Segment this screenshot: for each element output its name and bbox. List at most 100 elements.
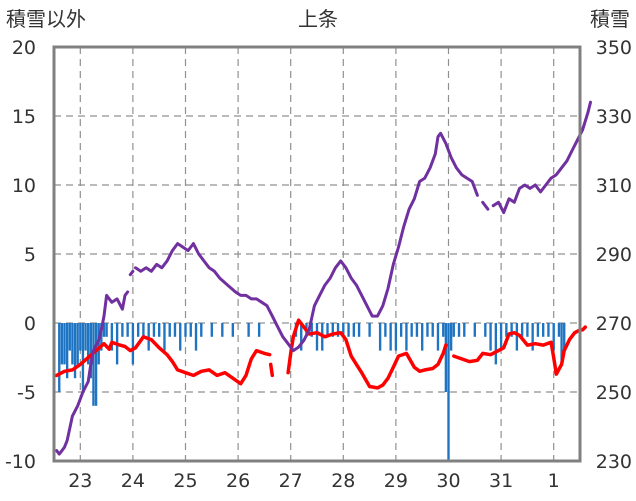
precip-bar (499, 323, 503, 351)
right-tick-label: 290 (596, 244, 632, 266)
snow-depth-line (55, 290, 130, 456)
precip-bar (531, 323, 534, 351)
snow-depth-line (128, 269, 135, 277)
x-tick-label: 1 (548, 470, 560, 492)
x-tick-label: 24 (121, 470, 145, 492)
precip-bar (71, 323, 74, 365)
precip-bar (58, 323, 61, 392)
x-tick-label: 27 (279, 470, 303, 492)
precip-bar (560, 323, 563, 365)
left-tick-label: -5 (17, 382, 36, 404)
precip-bar (473, 323, 476, 337)
precip-bar (152, 323, 156, 337)
precip-bar (489, 323, 492, 351)
precip-bar (449, 323, 453, 351)
precip-bar (131, 323, 135, 365)
x-tick-label: 26 (226, 470, 250, 492)
precip-bar (163, 323, 166, 351)
precip-bar (179, 323, 182, 351)
precip-bar (505, 323, 508, 337)
precip-bar (547, 323, 550, 337)
x-tick-label: 28 (331, 470, 355, 492)
x-tick-label: 30 (436, 470, 460, 492)
snow-depth-line (491, 100, 592, 215)
precip-bar (173, 323, 177, 337)
precip-bar (342, 323, 345, 337)
left-axis-ticks: 20 15 10 5 0 -5 -10 (5, 37, 36, 473)
precip-bar (247, 323, 250, 337)
precip-bar (384, 323, 387, 337)
precip-bar (463, 323, 466, 337)
precip-bar (421, 323, 424, 351)
precip-bar (452, 323, 455, 337)
snow-depth-line (134, 131, 479, 353)
precip-bar (331, 323, 334, 337)
temperature-series (54, 318, 588, 390)
precip-bar (79, 323, 82, 351)
precip-bar (194, 323, 198, 351)
snow-depth-line (481, 200, 490, 211)
precip-bar (87, 323, 90, 365)
temperature-line (286, 318, 448, 390)
precip-bar (526, 323, 529, 337)
right-axis-label: 積雪 (590, 7, 630, 31)
precip-bar (394, 323, 398, 351)
precip-bar (484, 323, 487, 337)
precip-bar (147, 323, 150, 351)
precip-bar (563, 323, 566, 351)
right-tick-label: 330 (596, 106, 632, 128)
precip-bar (73, 323, 77, 379)
precip-bar (84, 323, 87, 351)
left-tick-label: 10 (12, 175, 36, 197)
precip-bar (447, 323, 450, 461)
precip-bar (142, 323, 145, 337)
right-tick-label: 250 (596, 382, 632, 404)
precip-bar (110, 323, 114, 351)
precip-bar (97, 323, 100, 365)
precip-bar (326, 323, 329, 337)
precip-bar (541, 323, 545, 337)
precip-bar (315, 323, 319, 351)
precip-bar (436, 323, 440, 351)
right-tick-label: 270 (596, 313, 632, 335)
precip-bar (94, 323, 98, 406)
precip-bar (515, 323, 519, 351)
precip-bar (410, 323, 413, 337)
left-axis-label: 積雪以外 (6, 7, 86, 31)
precip-bar (168, 323, 171, 337)
temperature-line (268, 362, 275, 378)
precip-bar (92, 323, 95, 406)
x-axis-ticks: 23 24 25 26 27 28 29 30 31 1 (68, 470, 560, 492)
precip-bar (76, 323, 79, 365)
precip-bar (65, 323, 69, 379)
precip-bar (136, 323, 140, 337)
precip-bar (126, 323, 129, 337)
left-tick-label: 0 (24, 313, 36, 335)
precip-bar (442, 323, 445, 337)
x-tick-label: 31 (489, 470, 513, 492)
temperature-line (54, 335, 272, 386)
precip-bar (68, 323, 71, 351)
precip-bar (415, 323, 419, 337)
precip-bar (100, 323, 103, 351)
left-tick-label: 15 (12, 106, 36, 128)
right-tick-label: 350 (596, 37, 632, 59)
precip-bar (300, 323, 303, 351)
precip-bar (426, 323, 429, 337)
x-tick-label: 23 (68, 470, 92, 492)
precip-bar (494, 323, 498, 365)
precip-bar (399, 323, 403, 337)
precip-bar (536, 323, 540, 337)
precip-bar (357, 323, 361, 337)
precip-bar (557, 323, 561, 337)
precip-bar (210, 323, 213, 337)
precip-bar (121, 323, 124, 337)
right-tick-label: 310 (596, 175, 632, 197)
precip-bar (81, 323, 85, 392)
right-tick-label: 230 (596, 451, 632, 473)
precip-bar (105, 323, 108, 337)
precip-bar (200, 323, 203, 337)
